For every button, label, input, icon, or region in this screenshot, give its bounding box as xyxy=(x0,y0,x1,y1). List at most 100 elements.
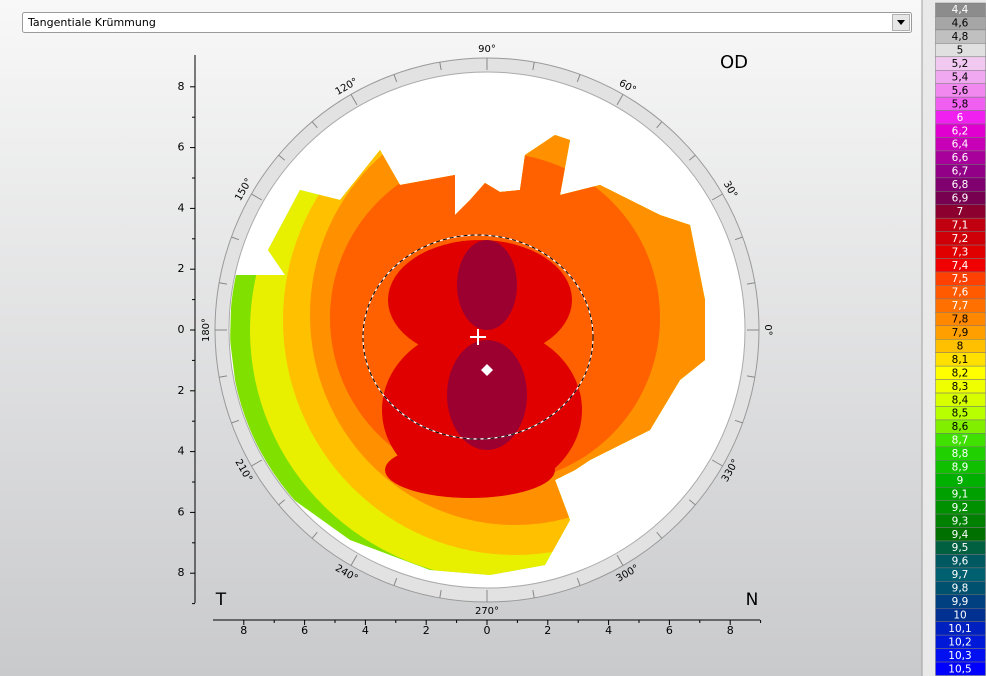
scale-label: 8,6 xyxy=(952,421,969,433)
ring-tick xyxy=(656,531,663,539)
scale-label: 9 xyxy=(957,475,964,487)
ring-tick xyxy=(231,419,240,424)
scale-label: 5,8 xyxy=(952,98,969,110)
x-tick-label: 2 xyxy=(423,624,430,637)
scale-label: 9,1 xyxy=(952,488,969,500)
x-tick-label: 0 xyxy=(484,624,491,637)
ring-tick xyxy=(219,282,228,285)
ring-tick xyxy=(251,193,263,201)
dropdown-box[interactable] xyxy=(22,12,912,33)
ring-tick xyxy=(439,589,442,598)
scale-label: 7,4 xyxy=(952,260,969,272)
scale-label: 6,9 xyxy=(952,193,969,205)
y-tick-label: 0 xyxy=(178,323,185,336)
x-tick-label: 4 xyxy=(362,624,369,637)
dropdown-label: Tangentiale Krümmung xyxy=(27,16,156,29)
scale-label: 8,5 xyxy=(952,408,969,420)
ring-tick xyxy=(656,121,663,129)
ring-tick xyxy=(532,589,535,598)
eye-label: OD xyxy=(720,52,748,73)
scale-label: 9,7 xyxy=(952,569,969,581)
scale-label: 5 xyxy=(957,45,964,57)
topography xyxy=(230,135,705,575)
ring-tick xyxy=(231,236,240,241)
scale-label: 9,9 xyxy=(952,596,969,608)
x-tick-label: 2 xyxy=(544,624,551,637)
scale-label: 4,6 xyxy=(952,18,969,30)
scale-label: 6,4 xyxy=(952,139,969,151)
scale-label: 8 xyxy=(957,340,964,352)
ring-tick xyxy=(711,193,723,201)
angle-label: 90° xyxy=(478,44,496,55)
x-tick-label: 6 xyxy=(301,624,308,637)
y-tick-label: 2 xyxy=(178,262,185,275)
ring-tick xyxy=(576,74,581,83)
scale-label: 9,5 xyxy=(952,542,969,554)
scale-label: 5,2 xyxy=(952,58,969,70)
scale-label: 5,4 xyxy=(952,71,969,83)
ring-tick xyxy=(734,419,743,424)
scale-label: 6,2 xyxy=(952,125,969,137)
ring-tick xyxy=(251,459,263,467)
scale-label: 6,6 xyxy=(952,152,969,164)
scale-label: 9,3 xyxy=(952,515,969,527)
ring-tick xyxy=(688,154,696,161)
scale-label: 10 xyxy=(953,609,966,621)
pupil-outline-dash xyxy=(362,234,594,440)
scale-label: 6,8 xyxy=(952,179,969,191)
ring-tick xyxy=(616,554,624,566)
temporal-label: T xyxy=(215,590,227,610)
ring-tick xyxy=(350,94,358,106)
dropdown[interactable]: Tangentiale Krümmung xyxy=(22,12,912,33)
scale-label: 7 xyxy=(957,206,964,218)
scale-label: 8,8 xyxy=(952,448,969,460)
scale-label: 10,5 xyxy=(948,663,971,675)
scale-label: 7,7 xyxy=(952,300,969,312)
ring-tick xyxy=(746,375,755,378)
y-tick-label: 6 xyxy=(178,141,185,154)
scale-label: 8,9 xyxy=(952,462,969,474)
y-tick-label: 8 xyxy=(178,566,185,579)
y-tick-label: 4 xyxy=(178,201,185,214)
scale-label: 6 xyxy=(957,112,964,124)
ring-tick xyxy=(311,531,318,539)
scale-label: 7,5 xyxy=(952,273,969,285)
x-tick-label: 8 xyxy=(240,624,247,637)
dropdown-arrow xyxy=(897,20,905,25)
y-tick-label: 6 xyxy=(178,505,185,518)
ring-tick xyxy=(393,74,398,83)
scale-label: 7,3 xyxy=(952,246,969,258)
ring-tick xyxy=(439,62,442,71)
ring-tick xyxy=(532,62,535,71)
ring-tick xyxy=(278,154,286,161)
scale-label: 9,4 xyxy=(952,529,969,541)
scale-label: 8,7 xyxy=(952,435,969,447)
scale-label: 8,3 xyxy=(952,381,969,393)
ring-tick xyxy=(616,94,624,106)
nasal-label: N xyxy=(746,590,759,610)
ring-tick xyxy=(350,554,358,566)
vertex-marker xyxy=(481,364,493,376)
pupil-center xyxy=(470,329,486,345)
scale-label: 8,1 xyxy=(952,354,969,366)
angle-label: 180° xyxy=(201,318,212,342)
scale-label: 8,2 xyxy=(952,367,969,379)
x-tick-label: 4 xyxy=(605,624,612,637)
scale-label: 4,4 xyxy=(952,4,969,16)
ring-tick xyxy=(393,577,398,586)
scale-label: 9,8 xyxy=(952,583,969,595)
scale-label: 7,2 xyxy=(952,233,969,245)
y-tick-label: 4 xyxy=(178,445,185,458)
ring-tick xyxy=(734,236,743,241)
scale-label: 7,1 xyxy=(952,219,969,231)
scale-label: 10,2 xyxy=(948,636,971,648)
x-tick-label: 6 xyxy=(666,624,673,637)
x-tick-label: 8 xyxy=(727,624,734,637)
ring-tick xyxy=(311,121,318,129)
scale-label: 9,2 xyxy=(952,502,969,514)
ring-tick xyxy=(278,499,286,506)
ring-tick xyxy=(711,459,723,467)
scale-label: 7,8 xyxy=(952,314,969,326)
